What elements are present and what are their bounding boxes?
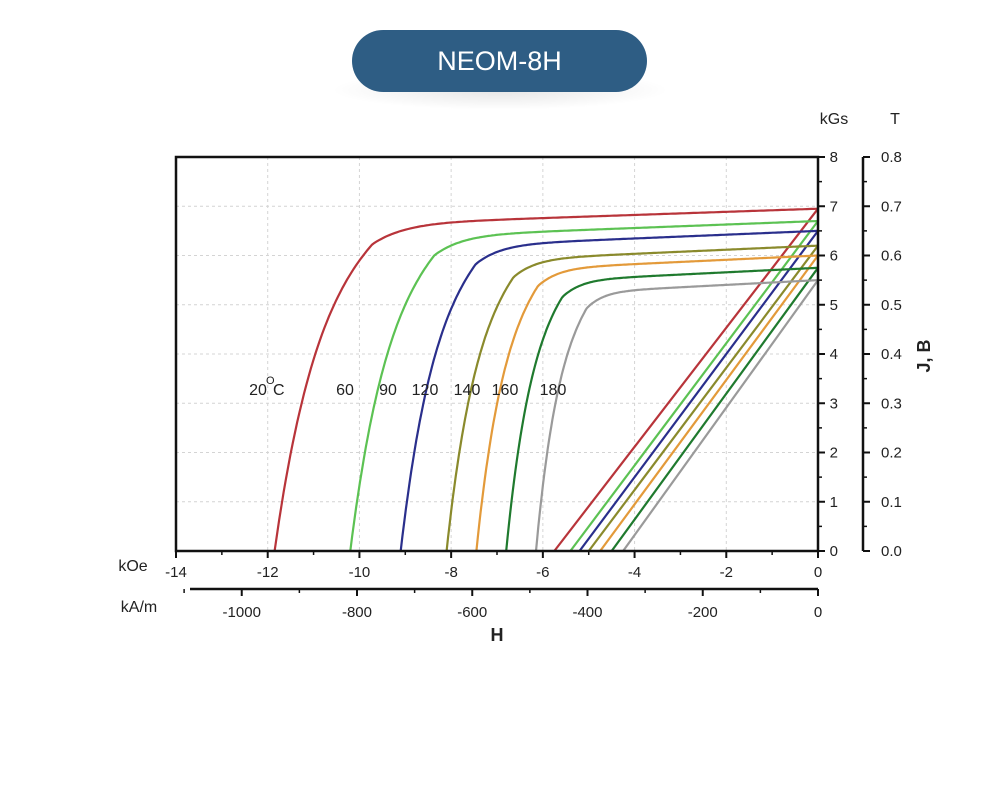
x-tick-label-kam: -800	[342, 604, 372, 621]
x-tick-label-koe: -12	[257, 564, 279, 581]
y-tick-label-kgs: 1	[830, 494, 838, 511]
y-unit-kgs: kGs	[820, 111, 848, 128]
temperature-label-90: 90	[379, 382, 397, 399]
intrinsic-curve-180	[534, 279, 819, 552]
chart-title-badge: NEOM-8H	[352, 30, 647, 92]
x-tick-label-kam: -1000	[223, 604, 261, 621]
intrinsic-curve-160	[505, 266, 819, 552]
x-unit-koe: kOe	[118, 558, 147, 575]
x-tick-label-koe: -14	[165, 564, 187, 581]
x-tick-label-koe: -10	[349, 564, 371, 581]
y-tick-label-kgs: 7	[830, 198, 838, 215]
normal-curve-180	[622, 279, 819, 552]
intrinsic-curve-140	[475, 254, 819, 552]
y-tick-label-kgs: 6	[830, 248, 838, 265]
x-tick-label-kam: 0	[814, 604, 822, 621]
x-tick-label-koe: -4	[628, 564, 641, 581]
y-tick-label-kgs: 8	[830, 149, 838, 166]
x-tick-label-koe: -6	[536, 564, 549, 581]
x-tick-label-koe: -8	[444, 564, 457, 581]
x-unit-kam: kA/m	[121, 599, 157, 616]
y-unit-t: T	[890, 111, 900, 128]
normal-curve-60	[569, 220, 819, 552]
normal-curve-140	[599, 254, 819, 552]
x-tick-label-kam: -600	[457, 604, 487, 621]
temperature-labels: 20 60 90 120 140 160 180 OC	[249, 375, 566, 399]
y-tick-label-t: 0.8	[881, 149, 902, 166]
y-tick-label-t: 0.5	[881, 297, 902, 314]
x-tick-label-kam: -400	[572, 604, 602, 621]
y-axis-label: J, B	[914, 339, 934, 372]
grid	[176, 157, 818, 551]
x-tick-label-koe: -2	[720, 564, 733, 581]
x-axis-label: H	[491, 625, 504, 645]
y-tick-label-t: 0.4	[881, 346, 902, 363]
temperature-unit-label: O	[266, 375, 275, 387]
x-tick-label-koe: 0	[814, 564, 822, 581]
intrinsic-curve-60	[349, 219, 819, 552]
y-tick-label-kgs: 5	[830, 297, 838, 314]
temperature-label-160: 160	[492, 382, 519, 399]
normal-curve-20	[553, 208, 819, 552]
y-tick-label-t: 0.7	[881, 198, 902, 215]
intrinsic-curve-90	[399, 229, 818, 552]
normal-curve-160	[610, 267, 819, 552]
y-tick-label-t: 0.3	[881, 395, 902, 412]
temperature-label-140: 140	[454, 382, 481, 399]
y-tick-label-t: 0.1	[881, 494, 902, 511]
axes: -14 -12 -10 -8 -6 -4 -2 0 -1000 -800 -600 -400 -200 0…	[165, 149, 902, 621]
y-tick-label-t: 0.2	[881, 445, 902, 462]
y-tick-label-t: 0.0	[881, 543, 902, 560]
curves	[273, 207, 819, 552]
x-tick-label-kam: -200	[688, 604, 718, 621]
y-tick-label-kgs: 2	[830, 445, 838, 462]
y-tick-label-kgs: 3	[830, 395, 838, 412]
temperature-unit-c: C	[273, 382, 285, 399]
temperature-label-180: 180	[540, 382, 567, 399]
intrinsic-curve-120	[445, 244, 819, 552]
y-tick-label-kgs: 4	[830, 346, 838, 363]
temperature-label-20: 20	[249, 382, 267, 399]
y-tick-label-t: 0.6	[881, 248, 902, 265]
intrinsic-curve-20	[273, 207, 819, 552]
y-tick-label-kgs: 0	[830, 543, 838, 560]
normal-curve-90	[578, 230, 819, 552]
temperature-label-120: 120	[412, 382, 439, 399]
temperature-label-60: 60	[336, 382, 354, 399]
normal-curve-120	[587, 244, 819, 552]
